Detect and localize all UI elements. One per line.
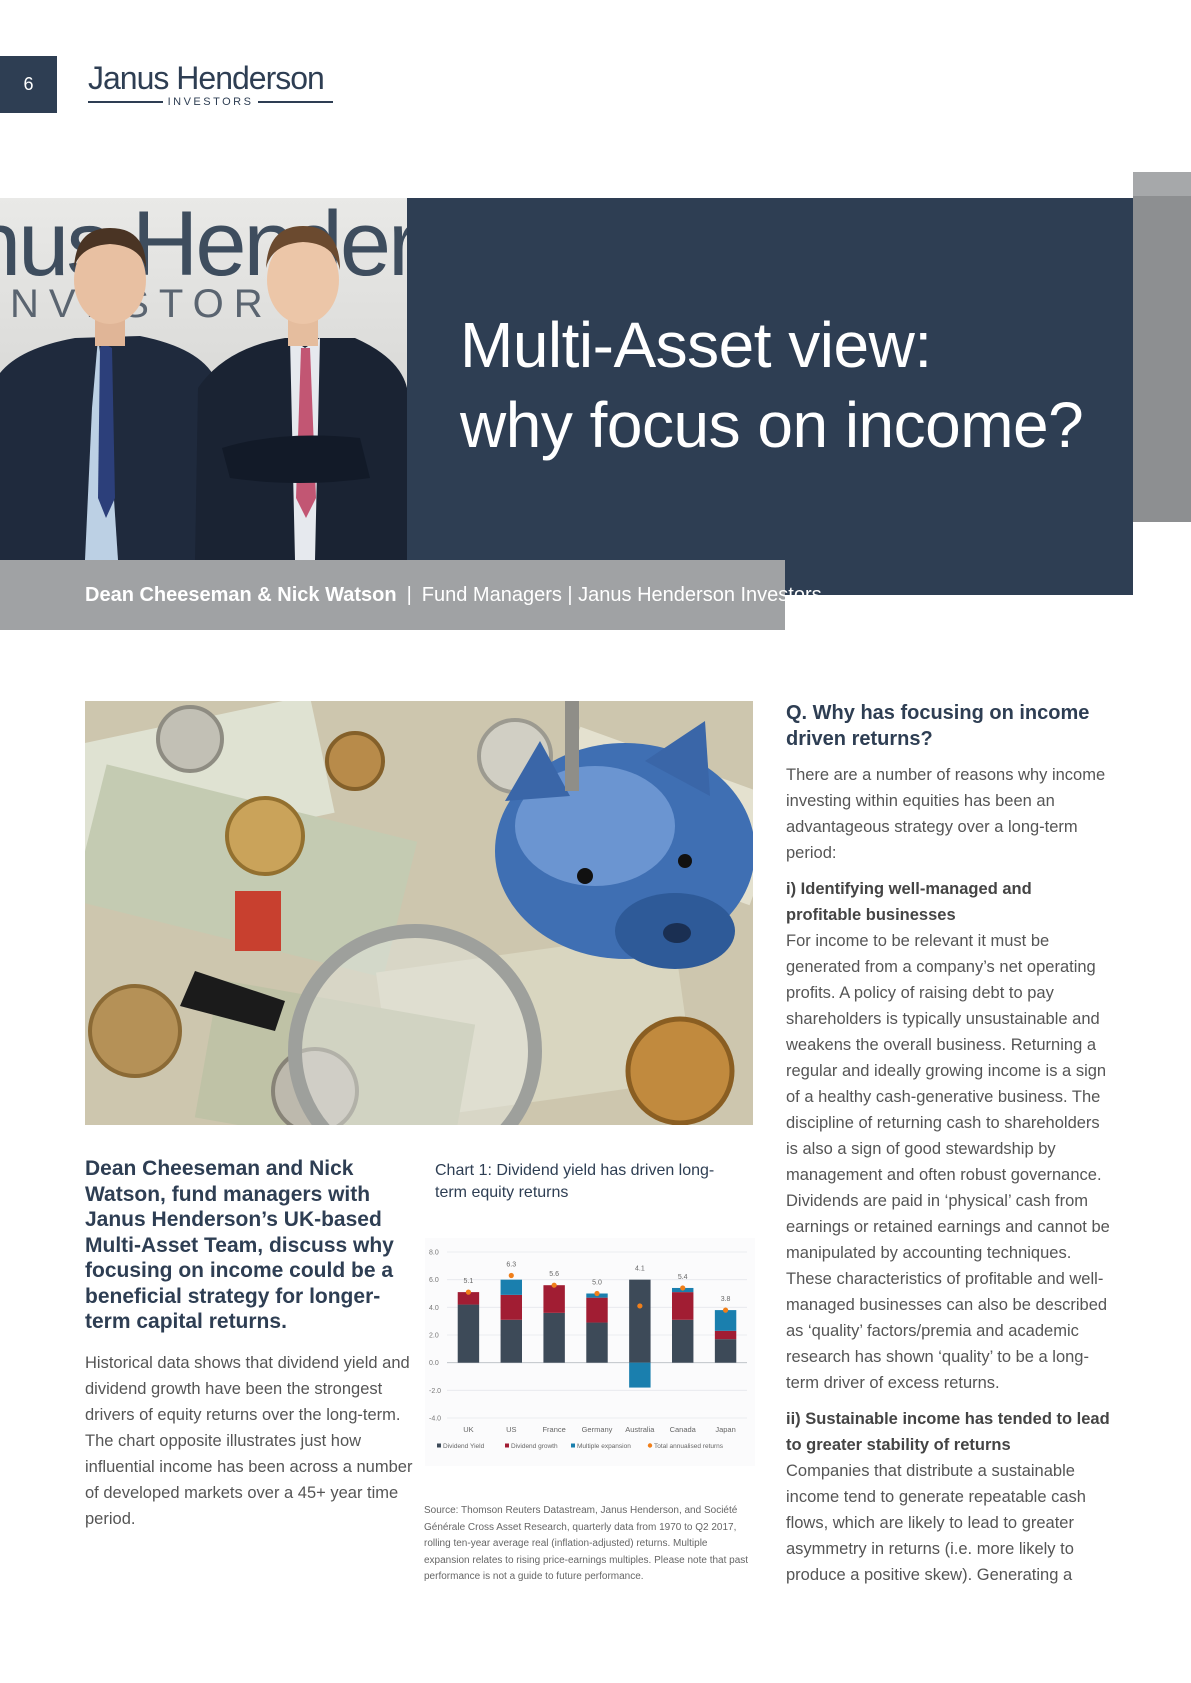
chart-legend-label: Total annualised returns xyxy=(654,1443,724,1450)
photo-backdrop-text: nus Henders xyxy=(0,198,407,295)
intro-paragraph: There are a number of reasons why income… xyxy=(786,766,1106,862)
chart-bar-segment xyxy=(543,1312,565,1363)
chart-ytick-label: 0.0 xyxy=(429,1360,439,1367)
stability-paragraph: Companies that distribute a sustainable … xyxy=(786,1462,1086,1584)
logo-brand: Janus Henderson xyxy=(88,60,325,96)
page-number-box: 6 xyxy=(0,56,57,113)
chart-legend-swatch xyxy=(647,1443,653,1448)
dividend-returns-chart: 8.0 6.0 4.0 2.0 0.0 -2.0 -4.0 5.1 UK 6.3 US 5.6 Fran… xyxy=(425,1238,755,1466)
intro-heading: Dean Cheeseman and Nick Watson, fund man… xyxy=(85,1157,394,1333)
subheading-stability: ii) Sustainable income has tended to lea… xyxy=(786,1410,1110,1454)
chart-bar-segment xyxy=(586,1322,608,1363)
hero-side-accent xyxy=(1133,172,1191,522)
chart-total-return-marker xyxy=(551,1282,557,1288)
chart-legend-label: Dividend Yield xyxy=(443,1443,485,1450)
chart-ytick-label: 6.0 xyxy=(429,1277,439,1284)
question-heading: Q. Why has focusing on income driven ret… xyxy=(786,702,1090,750)
chart-ytick-label: -4.0 xyxy=(429,1416,441,1423)
logo-sub-text: INVESTORS xyxy=(167,96,254,108)
chart-legend-label: Dividend growth xyxy=(511,1443,558,1450)
chart-data-label: 6.3 xyxy=(506,1262,516,1269)
chart-category-label: Germany xyxy=(582,1425,613,1434)
title-line-1: Multi-Asset view: xyxy=(460,309,932,381)
chart-bar-segment xyxy=(586,1297,608,1323)
right-column: Q. Why has focusing on income driven ret… xyxy=(786,700,1111,1588)
chart-bar-segment xyxy=(629,1362,651,1388)
chart-category-label: France xyxy=(542,1425,565,1434)
chart-data-label: 4.1 xyxy=(635,1266,645,1273)
chart-legend-swatch xyxy=(571,1443,575,1448)
chart-bar-segment xyxy=(714,1339,737,1363)
chart-data-label: 3.8 xyxy=(721,1296,731,1303)
company-logo: Janus Henderson INVESTORS xyxy=(88,62,333,114)
chart-bar-segment xyxy=(543,1285,565,1313)
fund-managers-photo: nus Henders NVESTOR xyxy=(0,198,407,560)
chart-ytick-label: -2.0 xyxy=(429,1388,441,1395)
chart-bar-segment xyxy=(457,1304,480,1363)
piggy-bank-money-photo xyxy=(85,701,753,1125)
chart-source-note: Source: Thomson Reuters Datastream, Janu… xyxy=(424,1505,749,1582)
chart-bar-segment xyxy=(714,1310,737,1331)
chart-total-return-marker xyxy=(680,1285,686,1291)
byline-separator: | xyxy=(406,583,412,606)
chart-title: Chart 1: Dividend yield has driven long-… xyxy=(435,1162,715,1201)
chart-ytick-label: 8.0 xyxy=(429,1250,439,1257)
logo-subline: INVESTORS xyxy=(88,96,333,108)
subheading-quality: i) Identifying well-managed and profitab… xyxy=(786,880,1032,924)
chart-total-return-marker xyxy=(637,1303,643,1309)
chart-legend-label: Multiple expansion xyxy=(577,1443,631,1450)
logo-rule-right xyxy=(258,101,333,103)
chart-category-label: UK xyxy=(463,1425,473,1434)
chart-data-label: 5.0 xyxy=(592,1280,602,1287)
quality-paragraph: For income to be relevant it must be gen… xyxy=(786,932,1110,1392)
chart-category-label: Australia xyxy=(625,1425,655,1434)
chart-total-return-marker xyxy=(465,1289,472,1295)
chart-bar-segment xyxy=(457,1292,480,1305)
page-number: 6 xyxy=(23,74,34,94)
article-title: Multi-Asset view: why focus on income? xyxy=(460,305,1120,465)
title-line-2: why focus on income? xyxy=(460,389,1084,461)
chart-bar-segment xyxy=(500,1279,522,1295)
chart-total-return-marker xyxy=(722,1307,729,1313)
chart-ytick-label: 4.0 xyxy=(429,1305,439,1312)
chart-bar-segment xyxy=(672,1319,694,1363)
fund-managers-figures xyxy=(0,226,407,560)
hero-side-accent-cap xyxy=(1133,172,1191,196)
chart-data-label: 5.1 xyxy=(464,1278,474,1285)
chart-category-label: Canada xyxy=(670,1425,697,1434)
logo-rule-left xyxy=(88,101,163,103)
piggy-bank-illustration xyxy=(85,701,753,1125)
chart-category-label: Japan xyxy=(715,1425,735,1434)
chart-bar-segment xyxy=(500,1294,522,1320)
chart-legend-swatch xyxy=(437,1443,441,1448)
chart-bar-segment xyxy=(500,1319,522,1363)
chart-data-label: 5.4 xyxy=(678,1274,688,1281)
intro-body: Historical data shows that dividend yiel… xyxy=(85,1354,413,1528)
chart-ytick-label: 2.0 xyxy=(429,1333,439,1340)
chart-category-label: US xyxy=(506,1425,516,1434)
byline-role: Fund Managers | Janus Henderson Investor… xyxy=(421,583,822,606)
chart-data-label: 5.6 xyxy=(549,1271,559,1278)
chart-bar-segment xyxy=(629,1279,651,1363)
chart-total-return-marker xyxy=(594,1290,600,1297)
chart-bar-segment xyxy=(672,1292,694,1320)
byline-names: Dean Cheeseman & Nick Watson xyxy=(85,583,397,606)
chart-bar-segment xyxy=(714,1330,737,1340)
chart-legend-swatch xyxy=(505,1443,509,1448)
author-byline: Dean Cheeseman & Nick Watson | Fund Mana… xyxy=(0,560,822,630)
chart-total-return-marker xyxy=(508,1272,514,1279)
